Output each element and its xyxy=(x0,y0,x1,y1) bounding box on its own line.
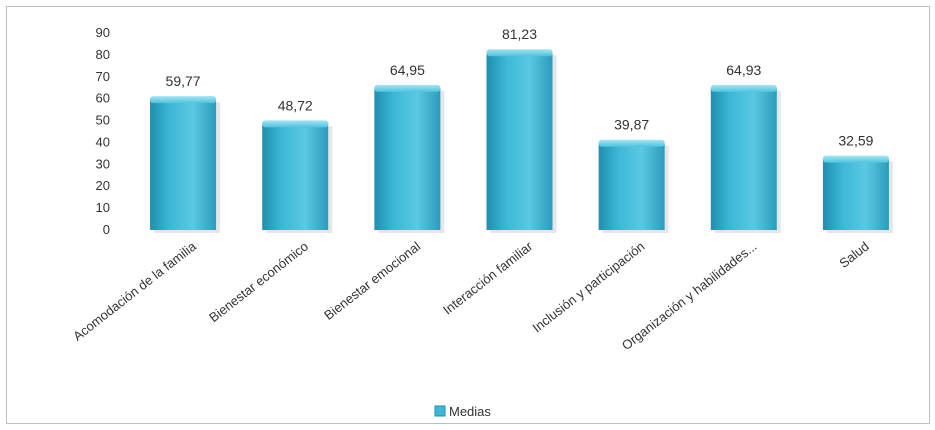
y-tick-label: 10 xyxy=(96,200,110,215)
category-label: Bienestar emocional xyxy=(321,238,423,322)
y-tick-label: 70 xyxy=(96,69,110,84)
data-label: 59,77 xyxy=(166,73,201,89)
data-label: 32,59 xyxy=(838,133,873,149)
category-label: Acomodación de la familia xyxy=(70,238,199,344)
bar-cap xyxy=(711,85,777,92)
y-axis: 0 10 20 30 40 50 60 70 80 90 xyxy=(96,25,110,237)
category-label: Interacción familiar xyxy=(440,238,536,317)
bar-body xyxy=(262,123,328,230)
bar-chart: 0 10 20 30 40 50 60 70 80 90 59,77 48,72 64,95 81,23… xyxy=(7,7,931,425)
bar-cap xyxy=(150,96,216,103)
bar xyxy=(599,140,669,233)
legend: Medias xyxy=(435,404,491,419)
bar xyxy=(150,96,220,233)
bars xyxy=(150,49,893,233)
y-tick-label: 30 xyxy=(96,156,110,171)
bar xyxy=(823,156,893,233)
bar-body xyxy=(711,88,777,230)
category-label: Inclusión y participación xyxy=(529,239,647,336)
y-tick-label: 90 xyxy=(96,25,110,40)
bar-body xyxy=(823,159,889,230)
bar xyxy=(374,85,444,233)
bar-cap xyxy=(262,120,328,127)
bar-cap xyxy=(823,156,889,163)
category-label: Bienestar económico xyxy=(206,239,311,326)
bar-cap xyxy=(487,49,553,56)
bar-body xyxy=(487,52,553,230)
legend-label: Medias xyxy=(449,404,491,419)
data-label: 64,93 xyxy=(726,62,761,78)
data-label: 81,23 xyxy=(502,26,537,42)
y-tick-label: 80 xyxy=(96,47,110,62)
y-tick-label: 50 xyxy=(96,113,110,128)
bar-body xyxy=(599,143,665,230)
bar xyxy=(487,49,557,233)
bar-cap xyxy=(599,140,665,147)
data-label: 64,95 xyxy=(390,62,425,78)
y-tick-label: 0 xyxy=(103,222,110,237)
y-tick-label: 40 xyxy=(96,134,110,149)
data-label: 39,87 xyxy=(614,117,649,133)
x-axis-labels: Acomodación de la familia Bienestar econó… xyxy=(70,238,872,353)
bar xyxy=(711,85,781,233)
bar-cap xyxy=(374,85,440,92)
bar-body xyxy=(374,88,440,230)
legend-swatch xyxy=(435,406,445,416)
y-tick-label: 60 xyxy=(96,91,110,106)
bar-body xyxy=(150,99,216,230)
category-label: Salud xyxy=(836,239,871,271)
chart-frame: 0 10 20 30 40 50 60 70 80 90 59,77 48,72 64,95 81,23… xyxy=(6,6,930,424)
bar xyxy=(262,120,332,233)
data-label: 48,72 xyxy=(278,97,313,113)
y-tick-label: 20 xyxy=(96,178,110,193)
